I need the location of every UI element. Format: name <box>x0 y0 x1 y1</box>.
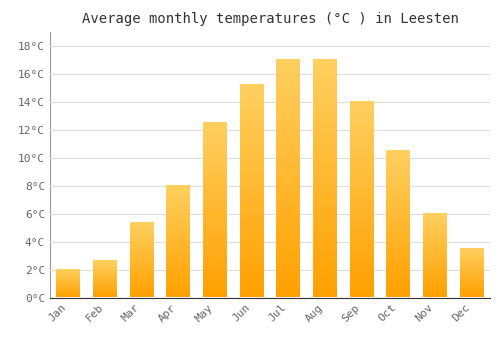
Title: Average monthly temperatures (°C ) in Leesten: Average monthly temperatures (°C ) in Le… <box>82 12 458 26</box>
